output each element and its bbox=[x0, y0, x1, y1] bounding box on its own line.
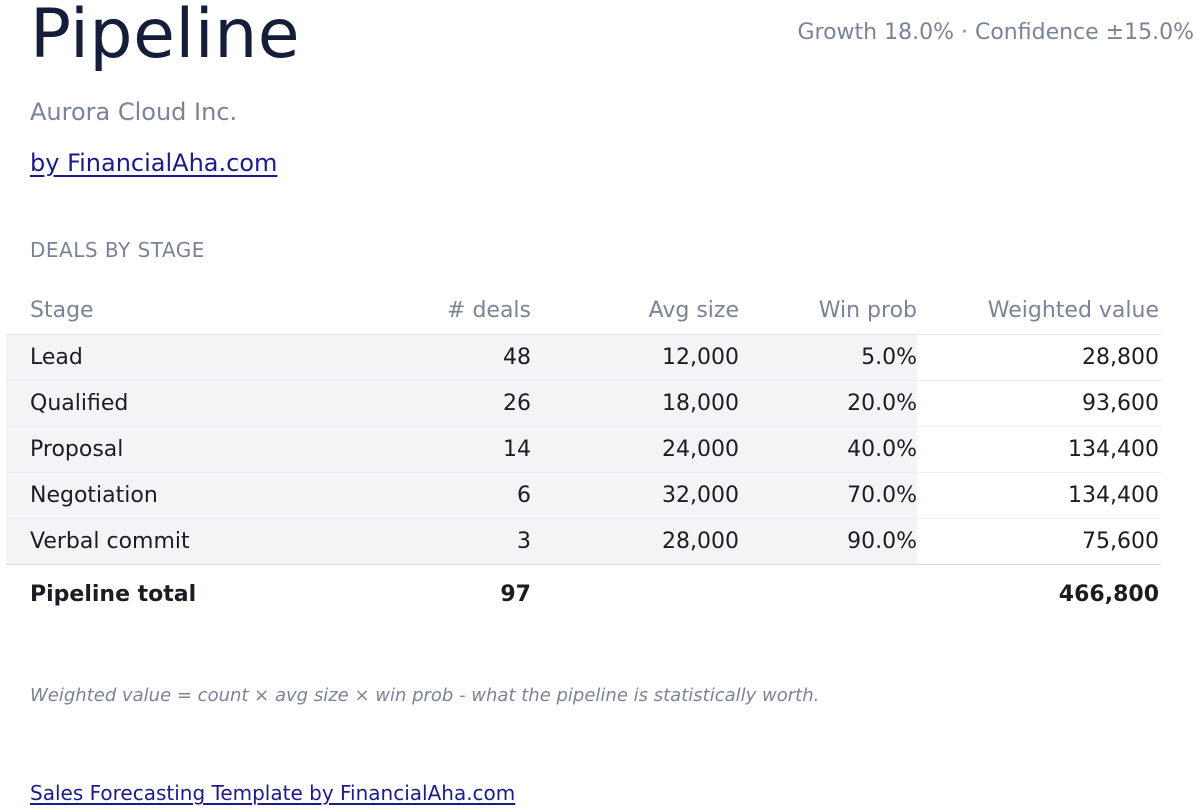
section-label: DEALS BY STAGE bbox=[30, 238, 205, 262]
table-header-row: Stage # deals Avg size Win prob Weighted… bbox=[6, 286, 1161, 335]
cell-stage: Negotiation bbox=[6, 472, 316, 519]
column-header-weighted-value: Weighted value bbox=[917, 286, 1161, 335]
deals-table: Stage # deals Avg size Win prob Weighted… bbox=[6, 286, 1161, 623]
table-row: Negotiation 6 32,000 70.0% 134,400 bbox=[6, 472, 1161, 519]
total-row: Pipeline total 97 466,800 bbox=[6, 565, 1161, 624]
column-header-win-prob: Win prob bbox=[739, 286, 917, 335]
cell-deals: 26 bbox=[316, 380, 531, 427]
cell-weighted-value: 75,600 bbox=[917, 518, 1161, 565]
cell-avg-size: 24,000 bbox=[531, 426, 739, 473]
cell-deals: 48 bbox=[316, 334, 531, 381]
total-deals: 97 bbox=[500, 581, 531, 607]
table-row: Proposal 14 24,000 40.0% 134,400 bbox=[6, 426, 1161, 473]
table-row: Qualified 26 18,000 20.0% 93,600 bbox=[6, 380, 1161, 427]
cell-win-prob: 40.0% bbox=[739, 426, 917, 473]
cell-weighted-value: 93,600 bbox=[917, 380, 1161, 427]
cell-deals: 14 bbox=[316, 426, 531, 473]
cell-avg-size: 18,000 bbox=[531, 380, 739, 427]
total-avg-size-empty bbox=[531, 565, 739, 624]
table-row: Lead 48 12,000 5.0% 28,800 bbox=[6, 334, 1161, 381]
cell-stage: Verbal commit bbox=[6, 518, 316, 565]
cell-stage: Qualified bbox=[6, 380, 316, 427]
byline-link[interactable]: by FinancialAha.com bbox=[30, 149, 278, 177]
cell-avg-size: 32,000 bbox=[531, 472, 739, 519]
column-header-stage: Stage bbox=[6, 286, 316, 335]
cell-weighted-value: 134,400 bbox=[917, 426, 1161, 473]
cell-win-prob: 20.0% bbox=[739, 380, 917, 427]
total-weighted-value: 466,800 bbox=[1058, 581, 1159, 607]
total-win-prob-empty bbox=[739, 565, 917, 624]
table-row: Verbal commit 3 28,000 90.0% 75,600 bbox=[6, 518, 1161, 565]
company-name: Aurora Cloud Inc. bbox=[30, 98, 238, 126]
cell-stage: Proposal bbox=[6, 426, 316, 473]
cell-deals: 6 bbox=[316, 472, 531, 519]
page-title: Pipeline bbox=[30, 0, 301, 74]
cell-weighted-value: 134,400 bbox=[917, 472, 1161, 519]
column-header-avg-size: Avg size bbox=[531, 286, 739, 335]
growth-confidence-summary: Growth 18.0% · Confidence ±15.0% bbox=[797, 20, 1194, 45]
total-label: Pipeline total bbox=[30, 581, 197, 607]
column-header-deals: # deals bbox=[316, 286, 531, 335]
cell-win-prob: 70.0% bbox=[739, 472, 917, 519]
cell-avg-size: 28,000 bbox=[531, 518, 739, 565]
cell-avg-size: 12,000 bbox=[531, 334, 739, 381]
cell-win-prob: 5.0% bbox=[739, 334, 917, 381]
cell-deals: 3 bbox=[316, 518, 531, 565]
footer-link[interactable]: Sales Forecasting Template by FinancialA… bbox=[30, 781, 516, 805]
cell-weighted-value: 28,800 bbox=[917, 334, 1161, 381]
cell-stage: Lead bbox=[6, 334, 316, 381]
cell-win-prob: 90.0% bbox=[739, 518, 917, 565]
formula-note: Weighted value = count × avg size × win … bbox=[30, 685, 820, 706]
